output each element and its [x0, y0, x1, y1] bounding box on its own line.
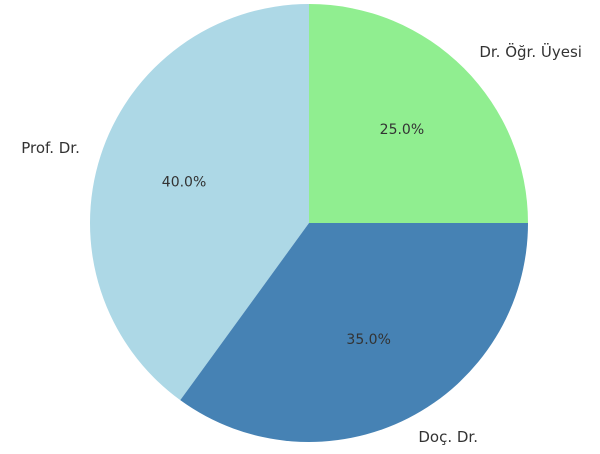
slice-label: Prof. Dr. — [21, 139, 80, 157]
pie-slice — [309, 4, 528, 223]
percent-label: 40.0% — [162, 174, 206, 190]
percent-label: 25.0% — [380, 122, 424, 138]
pie-slice — [180, 223, 528, 442]
slice-label: Doç. Dr. — [418, 428, 478, 446]
pie-slice — [90, 4, 309, 401]
percent-label: 35.0% — [346, 332, 390, 348]
slice-label: Dr. Öğr. Üyesi — [479, 42, 582, 61]
